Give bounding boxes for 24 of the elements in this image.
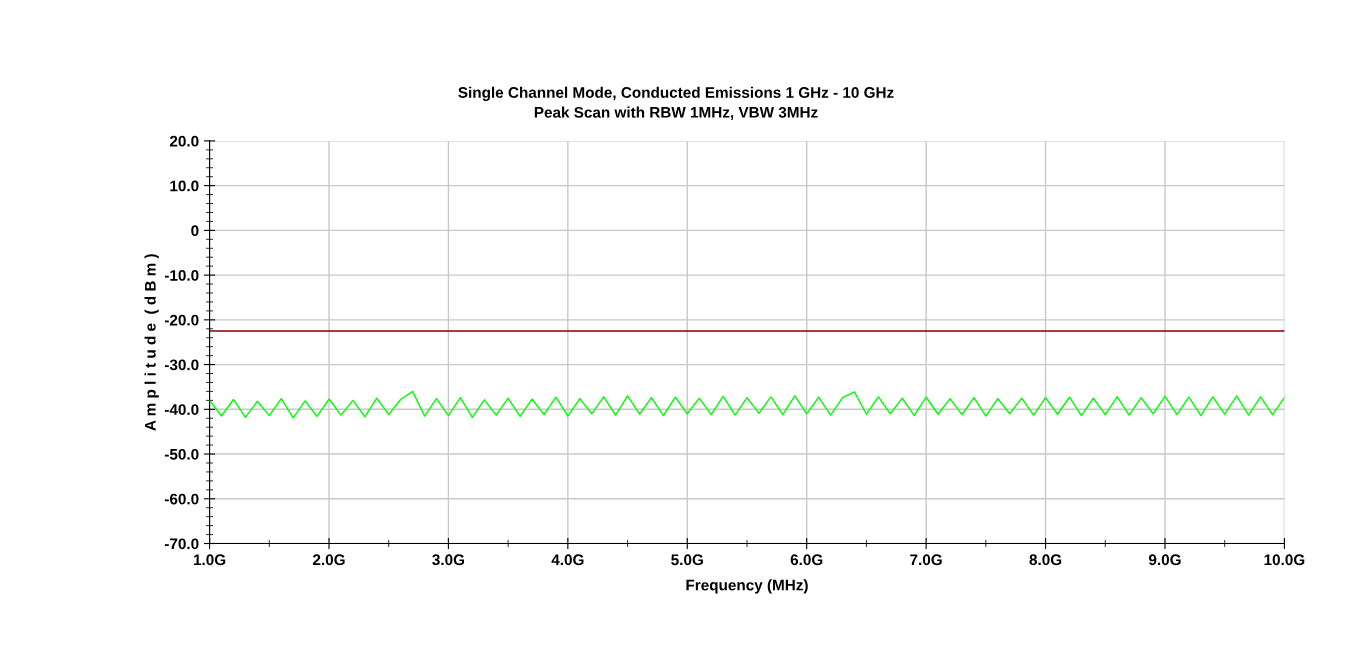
y-tick-label: 10.0 <box>170 180 199 192</box>
y-tick-label: -40.0 <box>164 404 199 415</box>
chart-subtitle: Single Channel Mode, Conducted Emissions 1 GHz - 10 GHz Peak Scan with RBW 1MHz, VBW 3MHz <box>458 86 894 120</box>
x-tick-label: 6.0G <box>790 554 823 566</box>
x-tick-label: 9.0G <box>1148 554 1181 566</box>
x-tick-label: 1.0G <box>193 554 226 566</box>
x-tick-label: 10.0G <box>1264 554 1305 566</box>
x-axis-title: Frequency (MHz) <box>686 579 808 594</box>
line-series <box>209 390 1285 419</box>
y-tick-label: 0 <box>191 225 199 237</box>
y-tick-label: -50.0 <box>164 448 199 460</box>
y-tick-label: 20.0 <box>169 135 199 147</box>
y-tick-label: -20.0 <box>164 314 199 326</box>
y-axis-title: A m p l i t u d e ( d B m ) <box>144 254 159 431</box>
y-tick-label: -70.0 <box>164 538 199 550</box>
y-tick-label: -10.0 <box>164 269 199 281</box>
x-tick-label: 3.0G <box>432 554 465 566</box>
y-tick-label: -30.0 <box>164 359 199 371</box>
x-tick-label: 2.0G <box>312 554 345 566</box>
x-tick-label: 5.0G <box>671 554 703 566</box>
y-tick-label: -60.0 <box>164 493 199 505</box>
x-tick-label: 8.0G <box>1029 554 1062 566</box>
x-tick-label: 7.0G <box>910 554 942 566</box>
x-tick-label: 4.0G <box>551 554 584 566</box>
